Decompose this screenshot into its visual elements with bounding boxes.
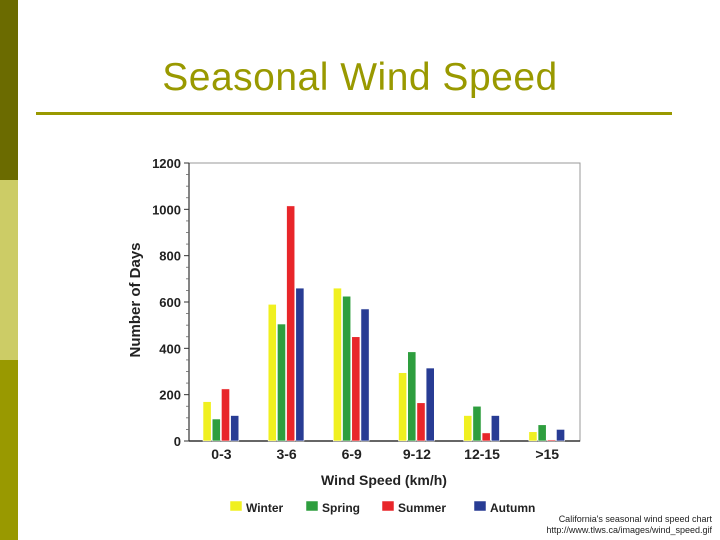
x-axis: 0-3 3-6 6-9 9-12 12-15 >15 xyxy=(211,446,559,462)
bar-spring-1 xyxy=(277,323,286,442)
bar-winter-1 xyxy=(267,304,277,442)
x-tick-label: 0-3 xyxy=(211,446,231,462)
bar-summer-0 xyxy=(221,388,230,442)
title-underline xyxy=(36,112,672,115)
bar-summer-2 xyxy=(351,336,361,442)
bar-autumn-4 xyxy=(490,415,500,442)
y-tick-label: 200 xyxy=(159,388,181,403)
sidebar-segment-bottom xyxy=(0,360,18,540)
x-tick-label: 6-9 xyxy=(342,446,362,462)
bar-autumn-3 xyxy=(425,367,435,442)
plot-frame xyxy=(188,162,581,442)
bar-summer-4 xyxy=(481,432,491,442)
x-tick-label: >15 xyxy=(535,446,559,462)
slide-title: Seasonal Wind Speed xyxy=(162,56,558,99)
legend-label-winter: Winter xyxy=(246,501,284,515)
bar-spring-3 xyxy=(407,351,417,442)
slide-sidebar xyxy=(0,0,18,540)
bar-winter-0 xyxy=(202,401,212,442)
legend-swatch-autumn xyxy=(473,500,487,512)
sidebar-segment-top xyxy=(0,0,18,180)
legend-swatch-spring xyxy=(305,500,319,512)
source-url: http://www.tlws.ca/images/wind_speed.gif xyxy=(546,525,712,535)
bar-summer-3 xyxy=(416,402,426,442)
bar-autumn-0 xyxy=(230,415,240,442)
bars xyxy=(202,205,565,442)
legend-label-summer: Summer xyxy=(398,501,446,515)
bar-autumn-2 xyxy=(360,308,370,442)
bar-autumn-1 xyxy=(295,287,305,442)
y-tick-label: 1000 xyxy=(152,202,181,217)
bar-spring-5 xyxy=(537,424,547,442)
bar-winter-3 xyxy=(398,372,407,442)
y-tick-label: 800 xyxy=(159,249,181,264)
bar-autumn-5 xyxy=(556,429,565,442)
legend-swatch-summer xyxy=(381,500,395,512)
y-axis: 0 200 400 600 800 1000 1200 xyxy=(152,156,189,449)
bar-spring-4 xyxy=(472,405,482,442)
x-tick-label: 9-12 xyxy=(403,446,431,462)
bar-winter-4 xyxy=(463,415,473,442)
x-axis-label: Wind Speed (km/h) xyxy=(321,472,447,488)
bar-spring-2 xyxy=(342,295,352,442)
y-tick-label: 400 xyxy=(159,341,181,356)
bar-winter-2 xyxy=(333,287,342,442)
x-tick-label: 3-6 xyxy=(276,446,296,462)
plot-border xyxy=(188,162,581,442)
legend-label-autumn: Autumn xyxy=(490,501,535,515)
legend-label-spring: Spring xyxy=(322,501,360,515)
source-caption: California's seasonal wind speed chart xyxy=(558,514,712,524)
bar-summer-1 xyxy=(286,205,296,442)
legend-swatch-winter xyxy=(229,500,243,512)
bar-winter-5 xyxy=(528,431,538,442)
bar-summer-5 xyxy=(546,439,556,442)
bar-spring-0 xyxy=(211,418,221,442)
sidebar-segment-middle xyxy=(0,180,18,360)
y-tick-label: 0 xyxy=(174,434,181,449)
legend: Winter Spring Summer Autumn xyxy=(229,500,535,515)
y-axis-label: Number of Days xyxy=(127,242,144,357)
x-tick-label: 12-15 xyxy=(464,446,500,462)
y-tick-label: 1200 xyxy=(152,156,181,171)
y-tick-label: 600 xyxy=(159,295,181,310)
